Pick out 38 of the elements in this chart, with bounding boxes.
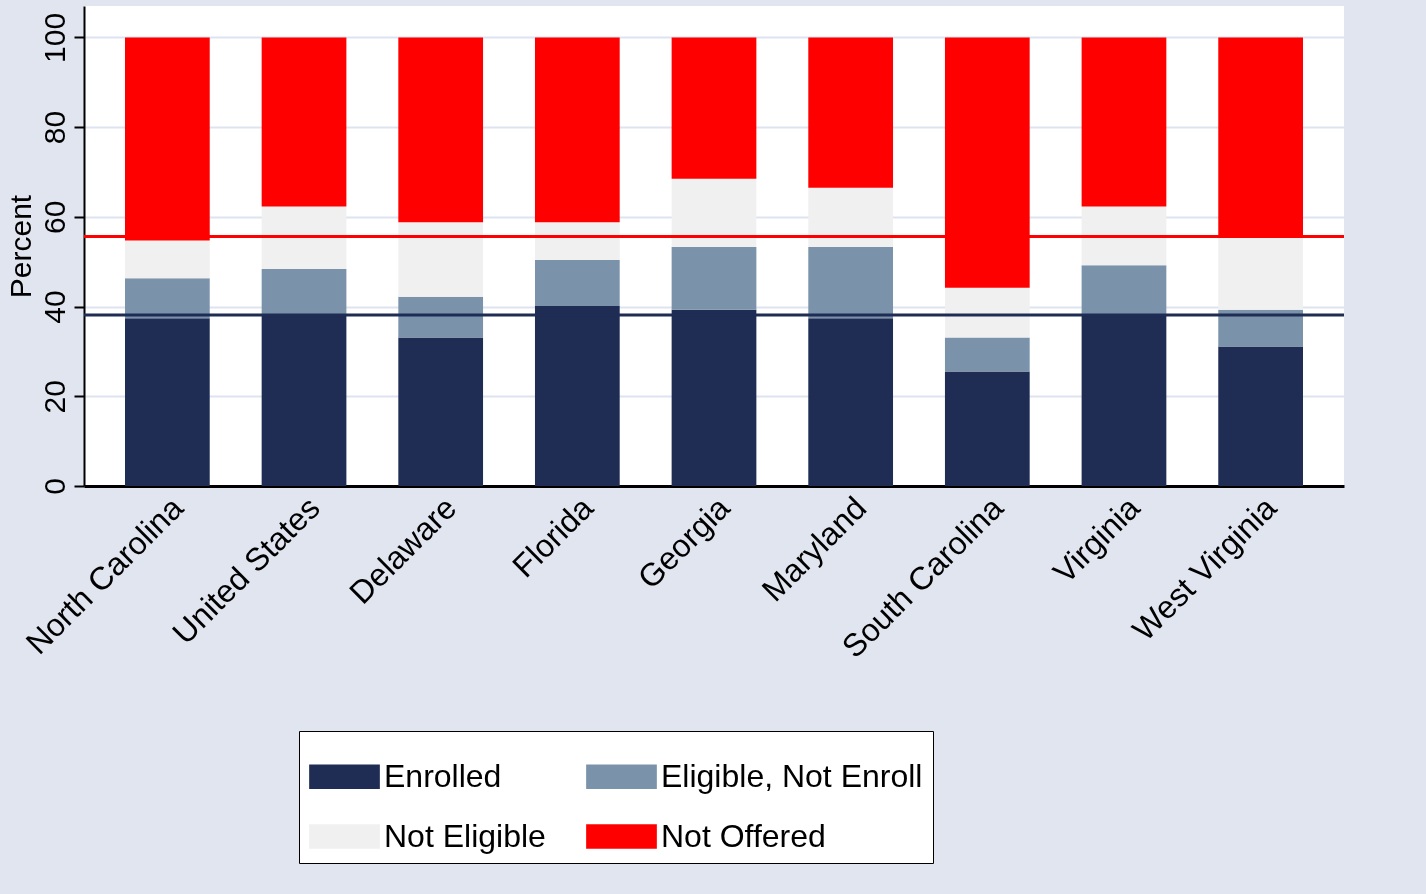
bar: [125, 278, 210, 319]
bar: [1081, 206, 1167, 266]
bar: [808, 246, 894, 319]
bar: [398, 37, 484, 223]
y-tick-label: 40: [37, 290, 71, 324]
bar: [671, 37, 757, 179]
bar: [1218, 309, 1303, 347]
legend-label: Not Eligible: [384, 817, 546, 854]
legend-label: Eligible, Not Enroll: [661, 757, 923, 794]
bar: [534, 37, 620, 223]
bar: [1081, 37, 1167, 207]
bar: [534, 259, 620, 307]
bar: [671, 178, 757, 247]
bar: [808, 187, 894, 247]
legend-label: Enrolled: [384, 757, 502, 794]
bar: [944, 337, 1030, 372]
legend-label: Not Offered: [661, 817, 826, 854]
bar: [1218, 237, 1303, 310]
bar: [398, 296, 484, 338]
bar: [261, 206, 347, 269]
bar: [944, 287, 1030, 338]
bar: [808, 37, 894, 188]
y-tick-label: 20: [37, 380, 71, 414]
bar: [1081, 265, 1167, 316]
bar: [261, 37, 347, 207]
bar: [671, 246, 757, 310]
y-tick-label: 60: [37, 200, 71, 235]
y-axis-title: Percent: [3, 194, 37, 299]
bar: [534, 222, 620, 260]
bar: [125, 240, 210, 279]
bar: [398, 222, 484, 297]
bar: [261, 268, 347, 316]
y-tick-label: 100: [37, 12, 71, 63]
bar: [398, 337, 484, 486]
bar: [1218, 346, 1303, 486]
y-tick-label: 80: [37, 110, 71, 145]
bar: [944, 371, 1030, 486]
y-tick-label: 0: [37, 478, 71, 495]
